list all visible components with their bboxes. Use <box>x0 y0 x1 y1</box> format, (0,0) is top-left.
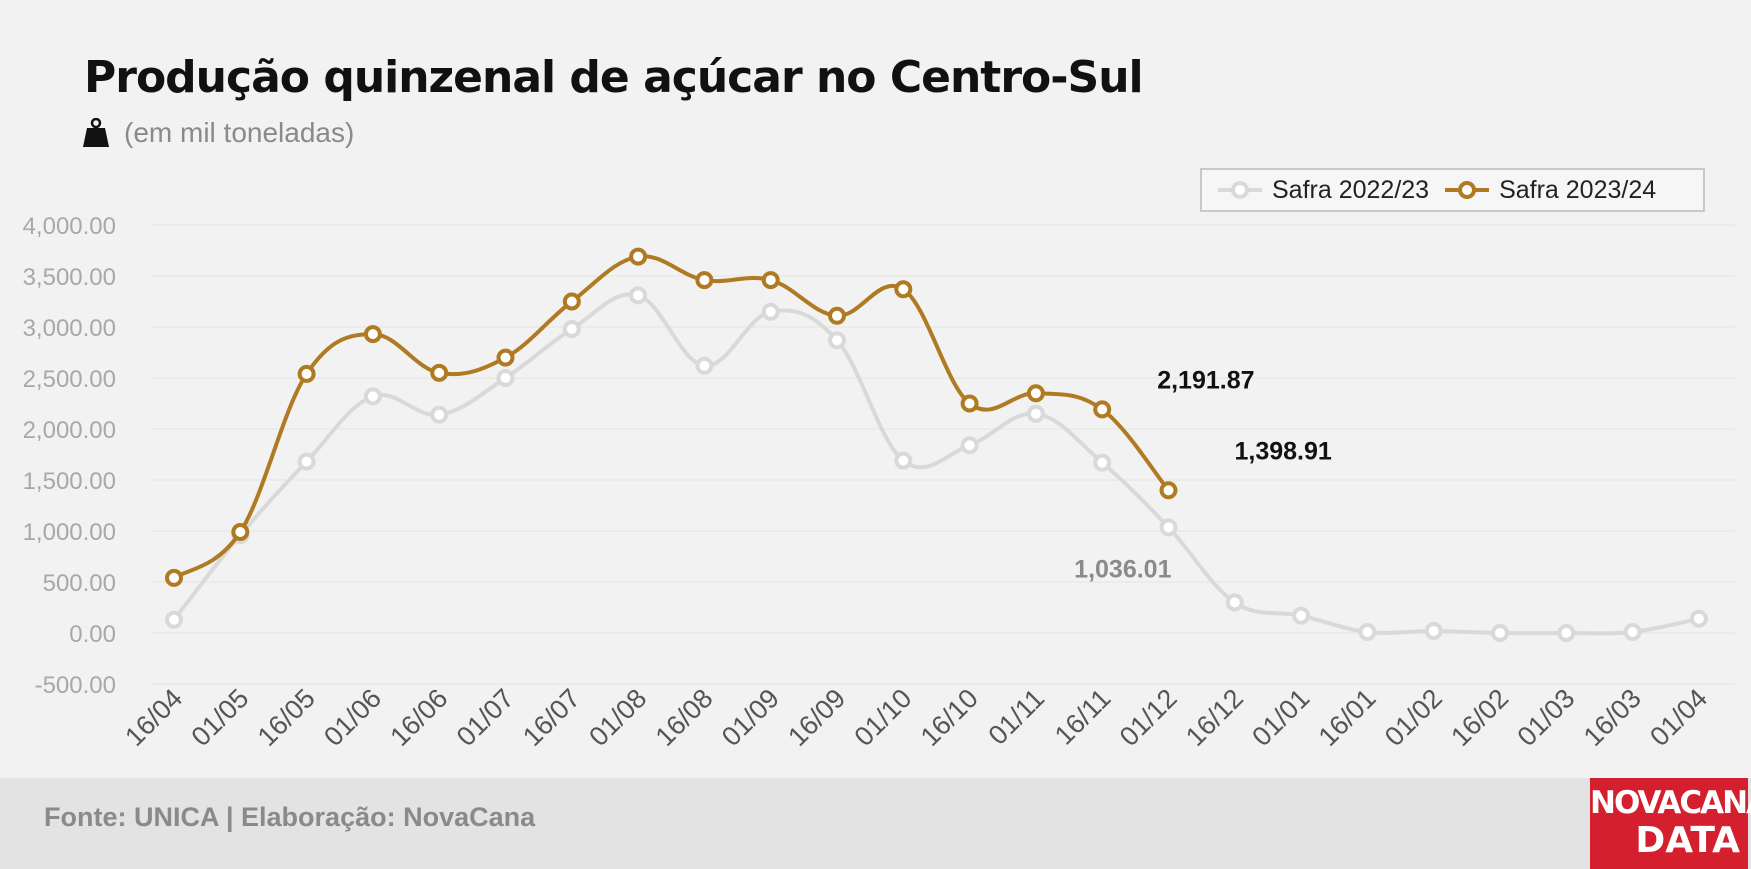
x-tick-label: 16/03 <box>1578 683 1647 752</box>
source-text: Fonte: UNICA | Elaboração: NovaCana <box>44 802 536 832</box>
data-point-0 <box>629 286 648 305</box>
data-point-0 <box>430 405 449 424</box>
data-point-0 <box>1623 622 1642 641</box>
data-point-1 <box>629 247 648 266</box>
y-tick-label: 2,000.00 <box>23 417 116 444</box>
data-point-0 <box>1026 404 1045 423</box>
x-tick-label: 16/01 <box>1313 683 1382 752</box>
data-point-1 <box>828 306 846 325</box>
x-tick-label: 01/04 <box>1644 683 1713 752</box>
y-tick-label: 500.00 <box>43 570 116 597</box>
data-point-1 <box>430 363 449 382</box>
data-point-1 <box>960 394 979 413</box>
x-tick-label: 16/12 <box>1180 683 1249 752</box>
chart-subtitle: (em mil toneladas) <box>124 117 355 148</box>
x-tick-label: 16/11 <box>1049 683 1117 751</box>
y-tick-label: 1,000.00 <box>23 519 116 546</box>
data-point-0 <box>695 356 714 375</box>
x-tick-label: 16/04 <box>119 683 188 752</box>
x-tick-label: 16/08 <box>650 683 719 752</box>
data-point-0 <box>828 331 846 350</box>
x-tick-label: 16/09 <box>782 683 851 752</box>
x-tick-label: 16/02 <box>1445 683 1514 752</box>
logo-line2: DATA <box>1635 820 1740 861</box>
data-point-0 <box>496 369 515 387</box>
x-tick-label: 16/06 <box>384 683 453 752</box>
data-point-1 <box>1159 481 1178 500</box>
data-point-0 <box>1557 624 1576 642</box>
x-tick-label: 01/07 <box>451 683 520 752</box>
data-point-1 <box>695 271 714 290</box>
data-point-0 <box>960 436 979 455</box>
legend-label-2022: Safra 2022/23 <box>1272 175 1430 204</box>
x-tick-label: 01/12 <box>1114 683 1183 752</box>
data-point-0 <box>297 452 316 471</box>
data-point-1 <box>165 568 183 587</box>
x-tick-label: 01/06 <box>318 683 387 752</box>
data-point-0 <box>363 387 382 406</box>
subtitle-row: (em mil toneladas) <box>82 117 354 149</box>
data-point-0 <box>1225 593 1244 612</box>
legend-item-2022: Safra 2022/23 <box>1216 176 1429 205</box>
data-point-0 <box>1689 609 1708 628</box>
data-point-0 <box>1424 621 1443 640</box>
data-point-1 <box>297 364 316 383</box>
y-tick-label: 2,500.00 <box>23 366 116 393</box>
data-point-0 <box>1358 622 1377 641</box>
chart-title: Produção quinzenal de açúcar no Centro-S… <box>84 52 1144 103</box>
data-point-0 <box>165 610 183 629</box>
series-line-1 <box>172 254 1171 580</box>
novacana-data-logo: NOVACANA DATA <box>1590 778 1751 869</box>
footer-bar <box>0 778 1751 869</box>
legend-marker-2023 <box>1445 181 1490 199</box>
x-tick-label: 01/01 <box>1246 683 1315 752</box>
chart-legend: Safra 2022/23 Safra 2023/24 <box>1200 168 1705 212</box>
legend-marker-2022 <box>1218 181 1262 199</box>
y-tick-label: 3,000.00 <box>23 315 116 342</box>
data-point-1 <box>894 280 913 299</box>
data-point-0 <box>562 320 581 339</box>
line-chart: 4,000.00 3,500.00 3,000.00 2,500.00 2,000.00… <box>23 213 1735 752</box>
data-point-1 <box>761 271 780 290</box>
weight-icon <box>83 118 109 147</box>
x-tick-label: 16/10 <box>915 683 984 752</box>
y-tick-label: -500.00 <box>35 672 116 699</box>
data-point-0 <box>894 451 913 470</box>
legend-label-2023: Safra 2023/24 <box>1499 175 1657 204</box>
data-label: 1,398.91 <box>1235 437 1332 465</box>
y-tick-label: 0.00 <box>69 621 116 648</box>
data-point-1 <box>231 523 250 542</box>
y-tick-label: 3,500.00 <box>23 264 116 291</box>
x-tick-label: 16/07 <box>517 683 586 752</box>
data-label: 2,191.87 <box>1157 366 1254 394</box>
data-point-1 <box>562 292 581 311</box>
y-tick-label: 1,500.00 <box>23 468 116 495</box>
data-point-0 <box>1292 606 1311 625</box>
y-tick-label: 4,000.00 <box>23 213 116 240</box>
x-tick-label: 01/03 <box>1512 683 1581 752</box>
data-point-0 <box>761 302 780 321</box>
x-tick-label: 01/09 <box>716 683 785 752</box>
x-tick-label: 01/02 <box>1379 683 1448 752</box>
legend-item-2023: Safra 2023/24 <box>1443 176 1656 205</box>
data-point-0 <box>1491 624 1509 642</box>
data-point-1 <box>496 348 515 367</box>
logo-line1: NOVACANA <box>1590 785 1751 821</box>
x-tick-label: 01/10 <box>849 683 918 752</box>
data-point-0 <box>1159 518 1178 537</box>
data-point-1 <box>1026 384 1045 403</box>
x-tick-label: 01/05 <box>186 683 255 752</box>
x-tick-label: 01/11 <box>983 683 1051 751</box>
data-point-1 <box>363 325 382 344</box>
x-tick-label: 01/08 <box>583 683 652 752</box>
data-point-1 <box>1093 400 1112 419</box>
data-label: 1,036.01 <box>1074 555 1171 583</box>
x-tick-label: 16/05 <box>252 683 321 752</box>
data-point-0 <box>1093 453 1112 472</box>
